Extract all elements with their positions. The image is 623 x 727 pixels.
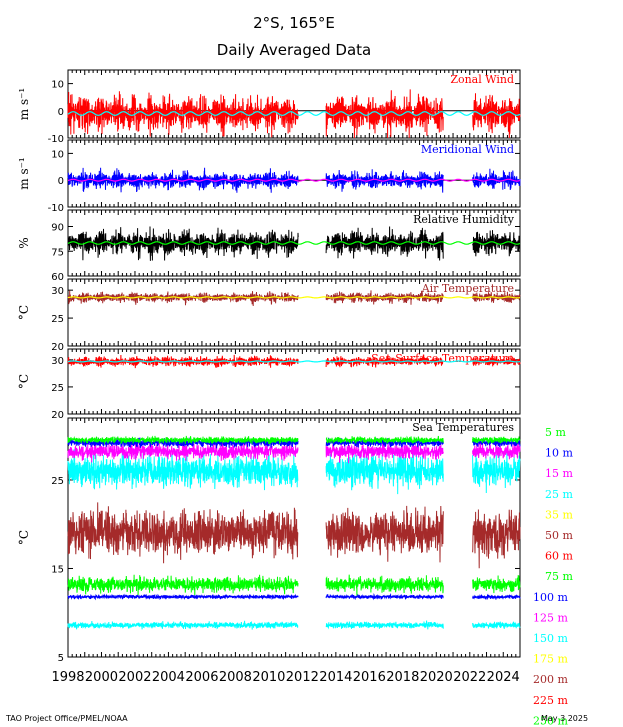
sst-ylabel: °C: [17, 374, 31, 389]
legend-item-175-m: 175 m: [533, 653, 568, 666]
legend-item-150-m: 150 m: [533, 632, 568, 645]
meridional-ytick-label: -10: [48, 203, 64, 214]
seatemp-ytick-label: 15: [51, 564, 64, 575]
humidity-title: Relative Humidity: [413, 213, 515, 226]
panels-group: 10 0 -10 Zonal Wind m s⁻¹ 10 0 -10 Meridional Wi…: [17, 69, 521, 685]
x-tick-label: 2002: [118, 670, 151, 685]
sst-climatology: [68, 360, 521, 363]
zonal-ytick-label: 10: [51, 80, 64, 91]
airtemp-climatology: [67, 296, 521, 299]
meridional-ytick-label: 0: [58, 176, 64, 187]
legend-item-5-m: 5 m: [545, 426, 566, 439]
meridional-ylabel: m s⁻¹: [17, 157, 31, 190]
humidity-ytick-label: 60: [51, 272, 64, 283]
location-title: 2°S, 165°E: [253, 14, 335, 32]
seatemp-series-100-m: [67, 593, 521, 601]
footer-credit: TAO Project Office/PMEL/NOAA: [5, 714, 128, 723]
legend-item-200-m: 200 m: [533, 673, 568, 686]
seatemp-ytick-label: 25: [51, 476, 64, 487]
seatemp-series-5-m: [67, 435, 521, 446]
meridional-ytick-label: 10: [51, 149, 64, 160]
humidity-climatology: [67, 241, 521, 245]
zonal-ytick-label: -10: [48, 134, 64, 145]
x-tick-label: 2024: [487, 670, 520, 685]
seatemp-ytick-label: 5: [58, 653, 64, 664]
x-tick-label: 2022: [453, 670, 486, 685]
zonal-ylabel: m s⁻¹: [17, 88, 31, 121]
humidity-series: [67, 226, 521, 261]
humidity-ylabel: %: [17, 237, 31, 248]
seatemp-ylabel: °C: [17, 530, 31, 545]
airtemp-ytick-label: 20: [51, 342, 64, 353]
x-tick-label: 2008: [219, 670, 252, 685]
humidity-ytick-label: 90: [51, 223, 64, 234]
zonal-ytick-label: 0: [58, 107, 64, 118]
footer-date: May 3 2025: [541, 714, 588, 723]
sst-ytick-label: 30: [51, 356, 64, 367]
x-tick-label: 2010: [252, 670, 285, 685]
panel-zonal: 10 0 -10 Zonal Wind m s⁻¹: [17, 69, 521, 145]
legend-item-10-m: 10 m: [545, 447, 573, 460]
x-tick-label: 1998: [51, 670, 84, 685]
zonal-climatology: [67, 111, 521, 116]
airtemp-ytick-label: 25: [51, 314, 64, 325]
seatemp-series-15-m: [67, 440, 521, 464]
x-tick-label: 2006: [185, 670, 218, 685]
airtemp-ylabel: °C: [17, 305, 31, 320]
chart-subtitle: Daily Averaged Data: [217, 41, 371, 59]
airtemp-title: Air Temperature: [421, 282, 514, 295]
legend-item-125-m: 125 m: [533, 611, 568, 624]
legend-item-225-m: 225 m: [533, 694, 568, 707]
meridional-climatology: [67, 178, 521, 182]
legend-item-15-m: 15 m: [545, 467, 573, 480]
seatemp-series-150-m: [67, 620, 521, 630]
panel-meridional: 10 0 -10 Meridional Wind m s⁻¹: [17, 139, 521, 214]
meridional-title: Meridional Wind: [421, 143, 514, 156]
x-tick-label: 2012: [286, 670, 319, 685]
legend-item-250-m: 250 m: [533, 714, 568, 727]
legend-item-50-m: 50 m: [545, 529, 573, 542]
x-tick-label: 2018: [386, 670, 419, 685]
seatemp-series-75-m: [67, 574, 521, 596]
seatemp-series-50-m: [67, 502, 521, 569]
panel-humidity: 90 75 60 Relative Humidity%: [17, 209, 521, 283]
x-tick-label: 2004: [152, 670, 185, 685]
panel-airtemp: 30 25 20 Air Temperature °C: [17, 278, 521, 353]
sst-ytick-label: 20: [51, 410, 64, 421]
legend-item-75-m: 75 m: [545, 570, 573, 583]
zonal-title: Zonal Wind: [450, 73, 514, 86]
humidity-ytick-label: 75: [51, 247, 64, 258]
x-tick-label: 2014: [319, 670, 352, 685]
x-tick-label: 2000: [85, 670, 118, 685]
legend-item-100-m: 100 m: [533, 591, 568, 604]
zonal-series: [67, 89, 521, 139]
legend-item-35-m: 35 m: [545, 508, 573, 521]
airtemp-ytick-label: 30: [51, 286, 64, 297]
x-tick-label: 2020: [420, 670, 453, 685]
sst-ytick-label: 25: [51, 383, 64, 394]
legend-item-60-m: 60 m: [545, 550, 573, 563]
seatemp-title: Sea Temperatures: [412, 421, 514, 434]
x-tick-label: 2016: [353, 670, 386, 685]
legend-item-25-m: 25 m: [545, 488, 573, 501]
depth-legend: 5 m 10 m 15 m 25 m 35 m 50 m 60 m 75 m 100 m 125 …: [533, 426, 573, 727]
